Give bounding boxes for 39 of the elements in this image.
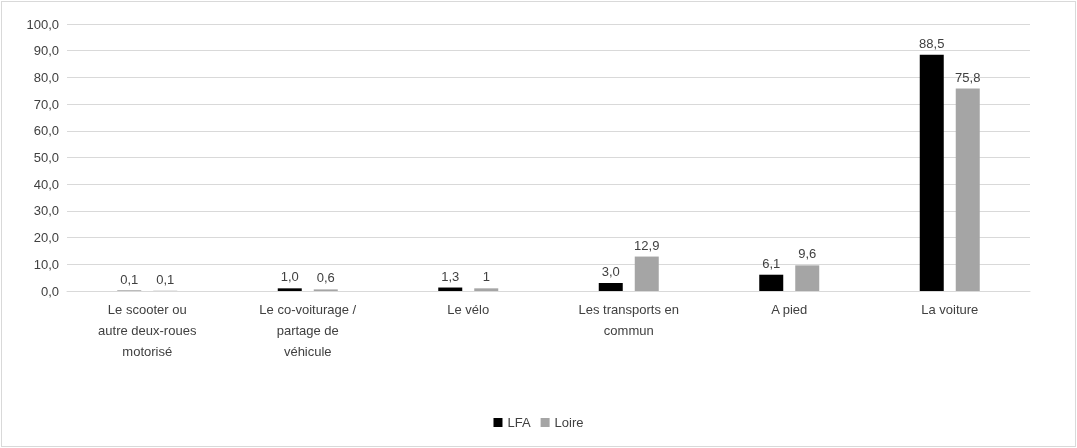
y-tick-label: 10,0 (33, 256, 59, 272)
data-label: 3,0 (601, 263, 620, 279)
data-label: 1,3 (441, 268, 460, 284)
data-label: 1,0 (280, 269, 299, 285)
bar (474, 288, 499, 291)
y-tick-label: 80,0 (33, 69, 59, 85)
legend-label: Loire (554, 415, 584, 430)
y-tick-label: 40,0 (33, 176, 59, 192)
data-label: 12,9 (634, 237, 660, 253)
data-label: 0,1 (120, 271, 139, 287)
bar (634, 256, 659, 291)
x-tick-label: Le co-voiturage / partage de véhicule (259, 302, 357, 359)
data-label: 0,1 (156, 271, 175, 287)
data-label: 88,5 (919, 35, 945, 51)
y-tick-label: 100,0 (26, 16, 59, 32)
y-tick-label: 70,0 (33, 96, 59, 112)
bar (598, 282, 623, 291)
bar (919, 54, 944, 291)
bar (955, 88, 980, 291)
legend-label: LFA (507, 415, 531, 430)
data-label: 0,6 (316, 270, 335, 286)
y-tick-label: 30,0 (33, 203, 59, 219)
x-tick-label: Le scooter ou autre deux-roues motorisé (98, 302, 197, 359)
y-tick-label: 0,0 (40, 283, 59, 299)
y-tick-label: 20,0 (33, 230, 59, 246)
x-tick-label: Les transports en commun (578, 302, 679, 338)
data-label: 75,8 (955, 69, 981, 85)
bar (759, 274, 784, 291)
y-tick-label: 90,0 (33, 43, 59, 59)
data-label: 6,1 (762, 255, 781, 271)
x-tick-label: La voiture (921, 302, 979, 317)
y-tick-label: 50,0 (33, 150, 59, 165)
x-tick-label: A pied (771, 302, 808, 317)
y-tick-label: 60,0 (33, 123, 59, 139)
bar (795, 265, 820, 291)
bar (277, 288, 302, 291)
x-tick-label: Le vélo (447, 302, 490, 317)
data-label: 9,6 (798, 246, 817, 262)
data-label: 1 (482, 269, 490, 285)
